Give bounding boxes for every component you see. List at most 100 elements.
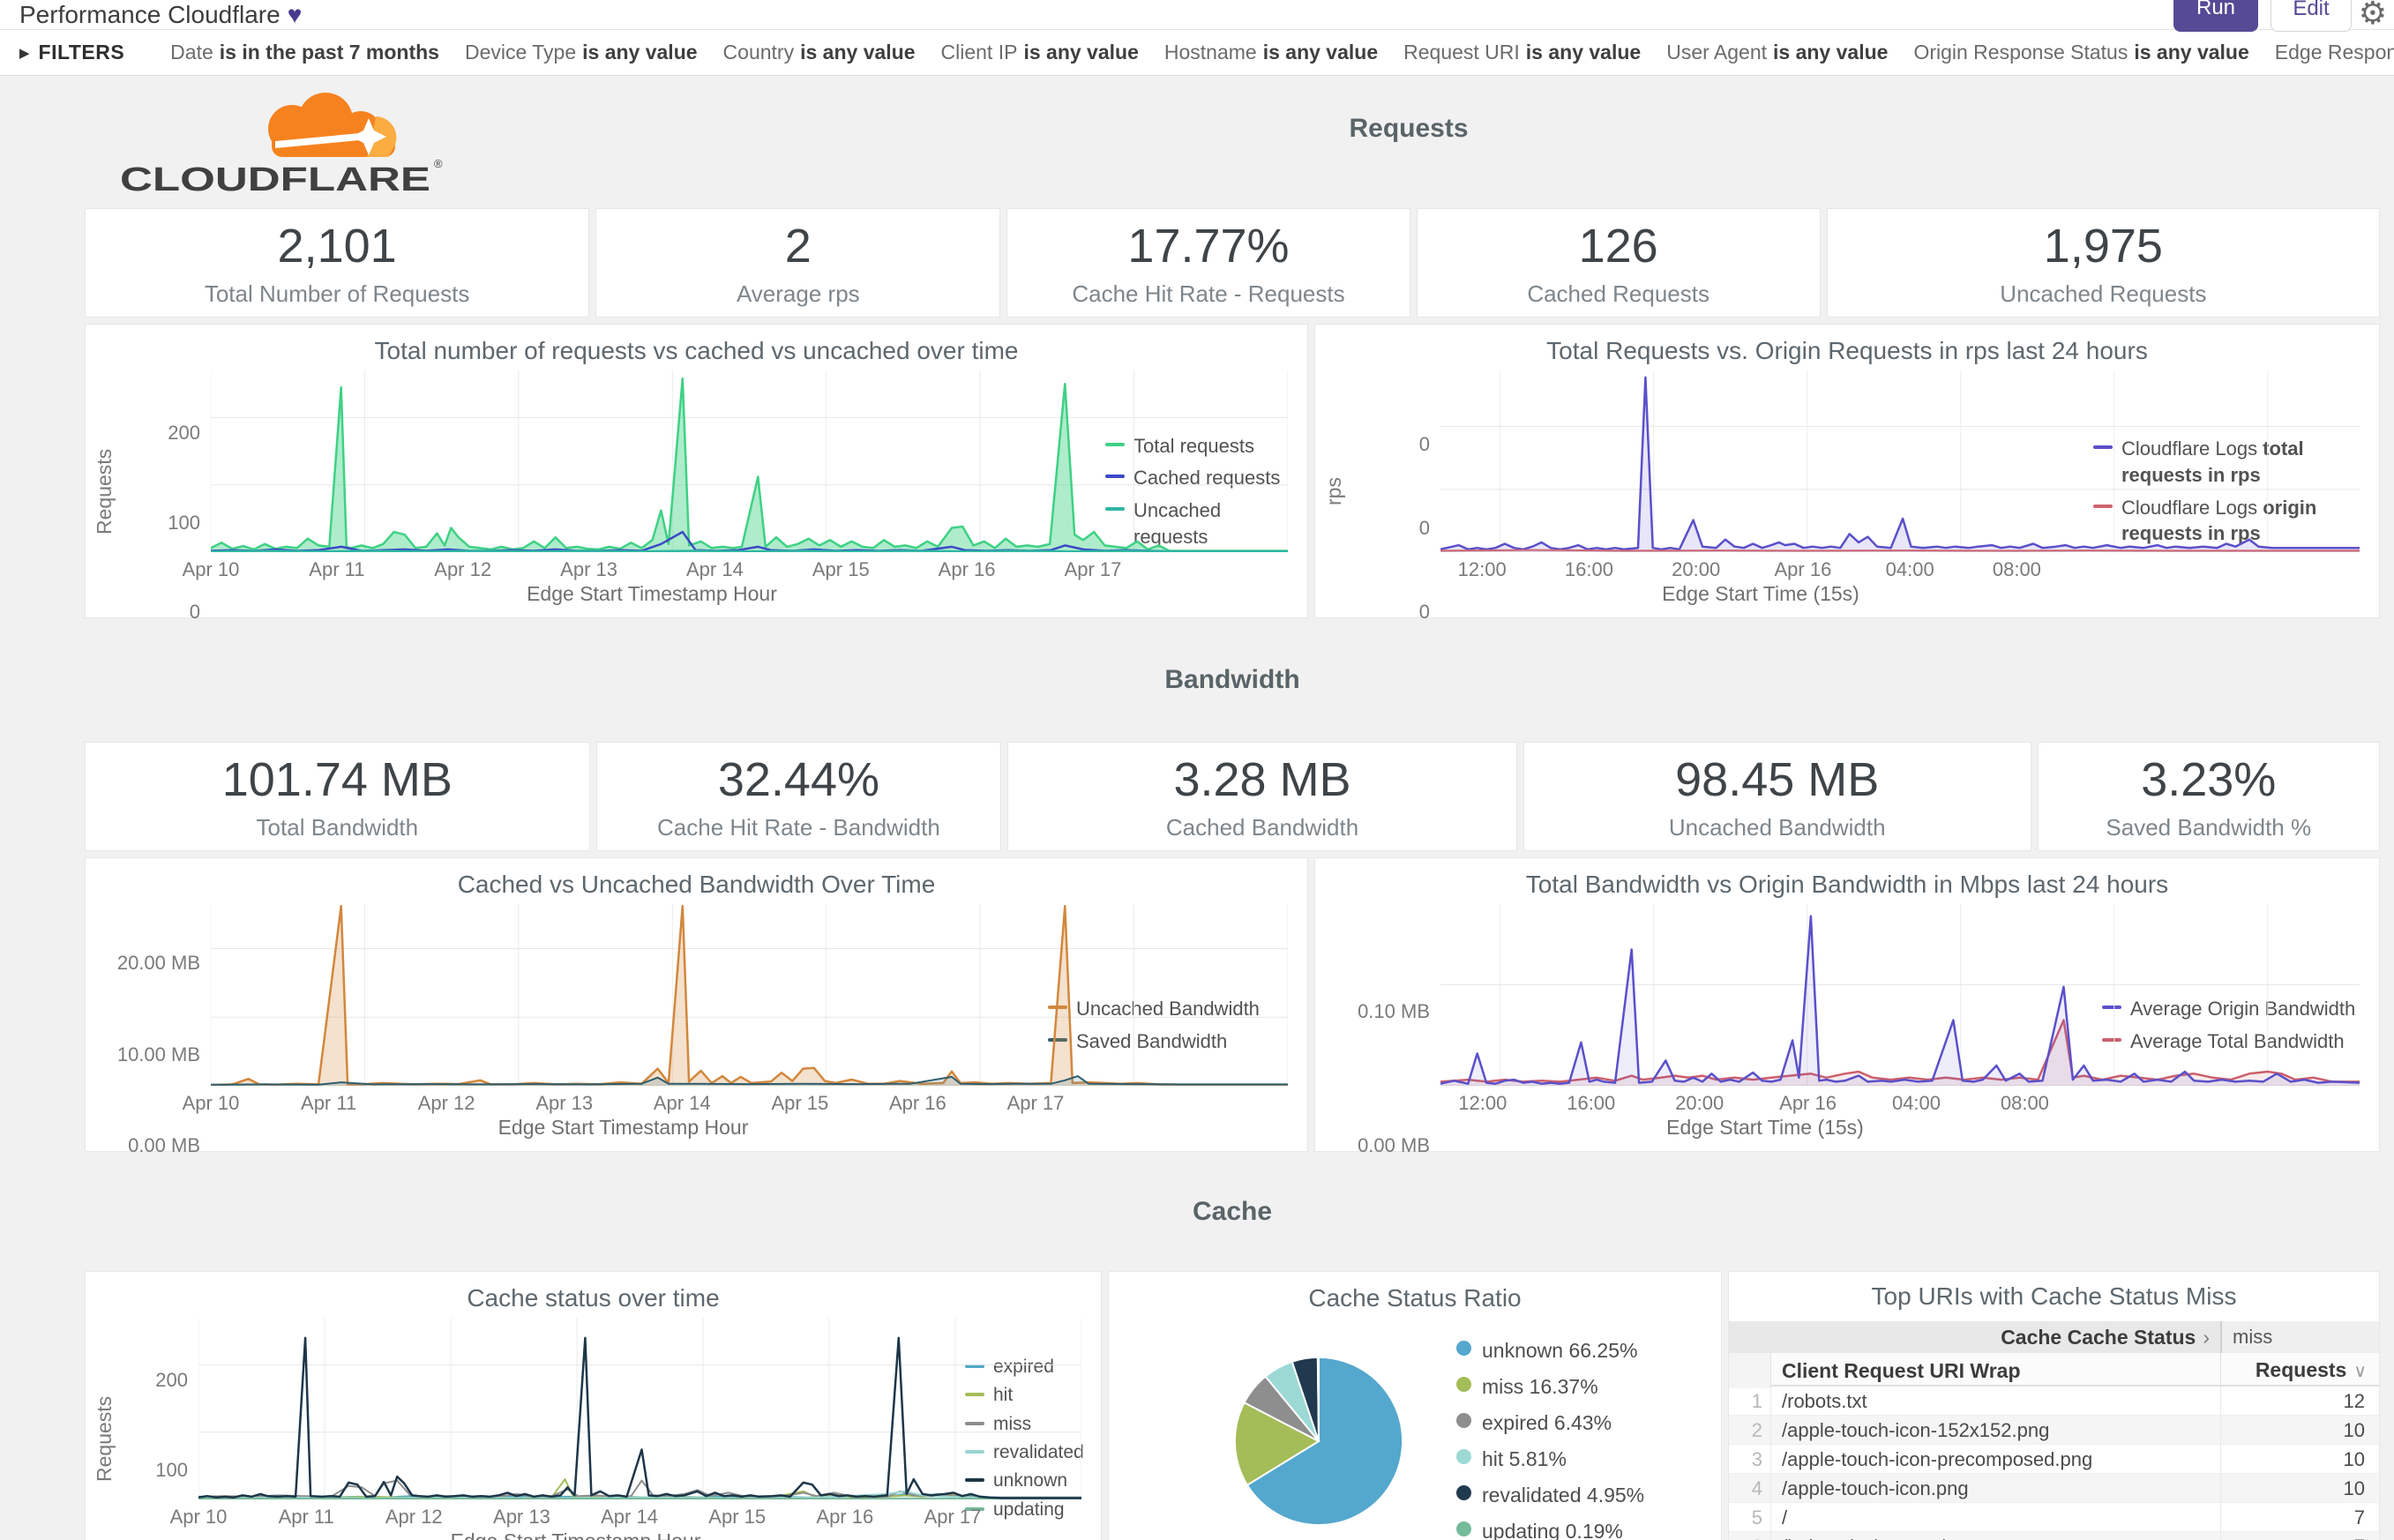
x-tick-label: Apr 17 (924, 1506, 982, 1528)
plot-area (1440, 904, 2360, 1086)
filter-chip[interactable]: Origin Response Status is any value (1913, 41, 2249, 64)
filter-chip[interactable]: Hostname is any value (1163, 41, 1379, 64)
legend-swatch (2102, 1037, 2121, 1042)
kpi-value: 3.23% (2141, 752, 2277, 806)
legend-dot (1456, 1412, 1471, 1428)
kpi-label: Total Bandwidth (256, 813, 419, 841)
pie-slice-miss[interactable] (1233, 1401, 1320, 1487)
y-tick-label: 200 (155, 1369, 188, 1392)
x-tick-label: Apr 13 (560, 558, 618, 580)
filter-chip[interactable]: Date is in the past 7 months (170, 41, 439, 64)
table-row[interactable]: 3/apple-touch-icon-precomposed.png 10 (1729, 1445, 2379, 1474)
x-tick-label: Apr 13 (493, 1506, 550, 1528)
chart-requests-over-time: Total number of requests vs cached vs un… (85, 324, 1308, 623)
data-table: Cache Cache Status › miss Client Request … (1729, 1321, 2379, 1540)
filters-expand-icon[interactable]: ▶ (19, 45, 30, 61)
x-tick-label: 04:00 (1885, 558, 1934, 580)
x-tick-label: Apr 14 (653, 1092, 711, 1114)
kpi-tile[interactable]: 98.45 MB Uncached Bandwidth (1522, 742, 2031, 851)
legend-swatch (1105, 442, 1125, 446)
kpi-tile[interactable]: 1,975 Uncached Requests (1826, 208, 2380, 318)
uri-cell: /index.php/contact/ (1771, 1536, 2220, 1540)
legend-item: Uncached requests (1105, 497, 1300, 549)
filter-chip[interactable]: User Agent is any value (1666, 41, 1889, 64)
x-tick-label: Apr 12 (434, 558, 492, 580)
edit-button[interactable]: Edit (2271, 0, 2352, 32)
table-row[interactable]: 2/apple-touch-icon-152x152.png 10 (1729, 1416, 2379, 1445)
x-tick-label: 04:00 (1891, 1092, 1941, 1114)
table-row[interactable]: 1/robots.txt 12 (1729, 1387, 2379, 1416)
table-row[interactable]: 6/index.php/contact/7 (1729, 1532, 2379, 1540)
x-axis-ticks: Apr 10 Apr 11 Apr 12 Apr 13 Apr 14 Apr 15 Apr … (183, 552, 1122, 582)
y-axis-ticks: 0.00 MB 10.00 MB 20.00 MB (93, 904, 211, 1156)
chart-title: Cached vs Uncached Bandwidth Over Time (457, 871, 936, 898)
bandwidth-kpi-row: 101.74 MB Total Bandwidth 32.44% Cache Hit … (85, 742, 2380, 851)
chevron-right-icon[interactable]: › (2203, 1325, 2210, 1349)
x-tick-label: Apr 15 (771, 1092, 829, 1114)
table-group-header: Cache Cache Status › miss (1729, 1321, 2379, 1353)
requests-cell: 12 (2220, 1387, 2379, 1416)
requests-cell: 7 (2220, 1532, 2379, 1540)
kpi-value: 17.77% (1127, 219, 1290, 273)
table-row[interactable]: 5 / 7 (1729, 1503, 2379, 1532)
kpi-tile[interactable]: 3.28 MB Cached Bandwidth (1007, 742, 1517, 851)
kpi-tile[interactable]: 17.77% Cache Hit Rate - Requests (1006, 208, 1410, 318)
y-axis-title: rps (1322, 477, 1345, 505)
y-tick-label: 0.00 MB (128, 1134, 200, 1156)
dashboard-body: CLOUDFLARE ® Requests 2,101 Total Number … (0, 76, 2394, 1540)
y-axis-ticks: 0 100 200 (123, 370, 211, 623)
kpi-label: Cache Hit Rate - Requests (1072, 280, 1345, 307)
x-axis-ticks: 12:00 16:00 20:00 Apr 16 04:00 08:00 (1440, 552, 2081, 582)
chart-title: Total Requests vs. Origin Requests in rp… (1546, 337, 2148, 364)
x-tick-label: Apr 16 (1779, 1092, 1837, 1114)
y-tick-label: 0 (1418, 517, 1430, 540)
group-header-label: Cache Cache Status › (2001, 1325, 2210, 1349)
kpi-label: Total Number of Requests (204, 280, 470, 307)
requests-cell: 7 (2220, 1503, 2379, 1532)
y-tick-label: 0 (1418, 433, 1430, 456)
x-tick-label: Apr 16 (816, 1506, 874, 1528)
filter-chip[interactable]: Device Type is any value (464, 41, 698, 64)
kpi-tile[interactable]: 32.44% Cache Hit Rate - Bandwidth (595, 742, 1002, 851)
filter-chip[interactable]: Country is any value (722, 41, 916, 64)
filter-chip[interactable]: Request URI is any value (1403, 41, 1642, 64)
y-axis-title: Requests (93, 1395, 116, 1482)
legend-item: miss (965, 1412, 1094, 1437)
uri-column-header[interactable]: Client Request URI Wrap (1782, 1358, 2021, 1382)
legend-item: Saved Bandwidth (1048, 1028, 1300, 1055)
table-row[interactable]: 4/apple-touch-icon.png 10 (1729, 1474, 2379, 1503)
pie-slice-unknown[interactable] (1246, 1356, 1403, 1527)
legend-item: revalidated 4.95% (1456, 1482, 1644, 1509)
requests-column-header[interactable]: Requests ∨ (2220, 1353, 2379, 1388)
x-tick-label: Apr 12 (417, 1092, 475, 1114)
x-axis-ticks: 12:00 16:00 20:00 Apr 16 04:00 08:00 (1440, 1086, 2090, 1116)
kpi-tile[interactable]: 101.74 MB Total Bandwidth (85, 742, 590, 851)
requests-cell: 10 (2220, 1474, 2379, 1503)
x-tick-label: Apr 15 (812, 558, 870, 580)
legend-item: miss 16.37% (1456, 1373, 1644, 1401)
gear-icon[interactable]: ⚙ (2358, 0, 2387, 31)
row-number: 6 (1729, 1532, 1771, 1540)
x-tick-label: Apr 14 (601, 1506, 658, 1528)
uri-cell: /apple-touch-icon.png (1782, 1476, 1969, 1499)
x-tick-label: Apr 10 (182, 558, 240, 580)
filter-chip[interactable]: Client IP is any value (940, 41, 1139, 64)
chart-legend: Cloudflare Logs total requests in rps Clo… (2081, 370, 2372, 612)
uri-cell: /robots.txt (1782, 1389, 1867, 1412)
x-tick-label: 12:00 (1457, 558, 1507, 580)
kpi-value: 2,101 (277, 219, 397, 273)
kpi-tile[interactable]: 3.23% Saved Bandwidth % (2037, 742, 2380, 851)
legend-item: expired (965, 1355, 1094, 1379)
kpi-tile[interactable]: 2,101 Total Number of Requests (85, 208, 590, 318)
pie-slice-updating[interactable] (1316, 1356, 1320, 1442)
x-tick-label: 12:00 (1458, 1092, 1507, 1114)
chart-title: Top URIs with Cache Status Miss (1871, 1282, 2237, 1310)
legend-dot (1456, 1521, 1471, 1537)
kpi-tile[interactable]: 126 Cached Requests (1416, 208, 1821, 318)
y-axis-title: Requests (93, 448, 116, 535)
kpi-tile[interactable]: 2 Average rps (595, 208, 1001, 318)
filters-label[interactable]: FILTERS (38, 41, 125, 64)
requests-cell: 10 (2220, 1416, 2379, 1445)
run-button[interactable]: Run (2173, 0, 2258, 32)
